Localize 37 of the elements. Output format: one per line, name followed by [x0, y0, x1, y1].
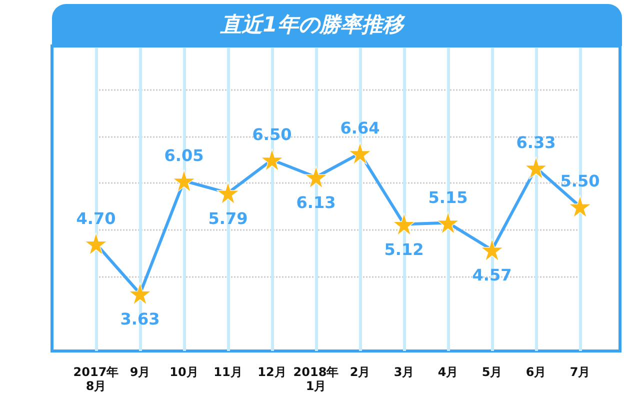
x-tick-label: 11月: [214, 365, 242, 379]
x-tick-label: 7月: [570, 365, 590, 379]
point: [172, 170, 196, 192]
point: [304, 166, 328, 188]
point: [128, 282, 152, 305]
point: [436, 212, 460, 234]
x-tick-label: 2月: [350, 365, 370, 379]
data-label: 4.57: [472, 266, 512, 285]
x-tick-label: 4月: [438, 365, 458, 379]
point: [260, 148, 284, 172]
x-tick-label: 3月: [394, 365, 414, 379]
data-label: 4.70: [76, 208, 116, 228]
point: [348, 142, 372, 165]
x-tick-label: 2018年 1月: [293, 365, 339, 393]
data-label: 5.12: [384, 240, 424, 260]
point: [524, 156, 548, 180]
data-label: 6.33: [516, 133, 556, 152]
point: [392, 212, 416, 236]
data-label: 6.50: [252, 125, 292, 144]
data-label: 6.05: [164, 146, 204, 166]
point: [84, 232, 108, 256]
x-tick-label: 2017年 8月: [73, 365, 119, 393]
x-tick-label: 6月: [526, 365, 546, 379]
point: [568, 195, 592, 218]
data-label: 6.64: [340, 118, 380, 138]
x-tick-label: 10月: [170, 365, 198, 379]
data-label: 5.79: [208, 208, 248, 228]
x-tick-label: 5月: [482, 365, 502, 379]
data-label: 5.15: [428, 188, 468, 208]
point: [216, 182, 240, 204]
data-label: 3.63: [120, 309, 160, 328]
point: [480, 238, 504, 262]
data-label: 5.50: [560, 172, 600, 191]
data-label: 6.13: [296, 192, 336, 212]
chart-title: 直近1年の勝率推移: [220, 12, 406, 36]
x-tick-label: 9月: [130, 365, 150, 379]
x-tick-label: 12月: [258, 365, 286, 379]
